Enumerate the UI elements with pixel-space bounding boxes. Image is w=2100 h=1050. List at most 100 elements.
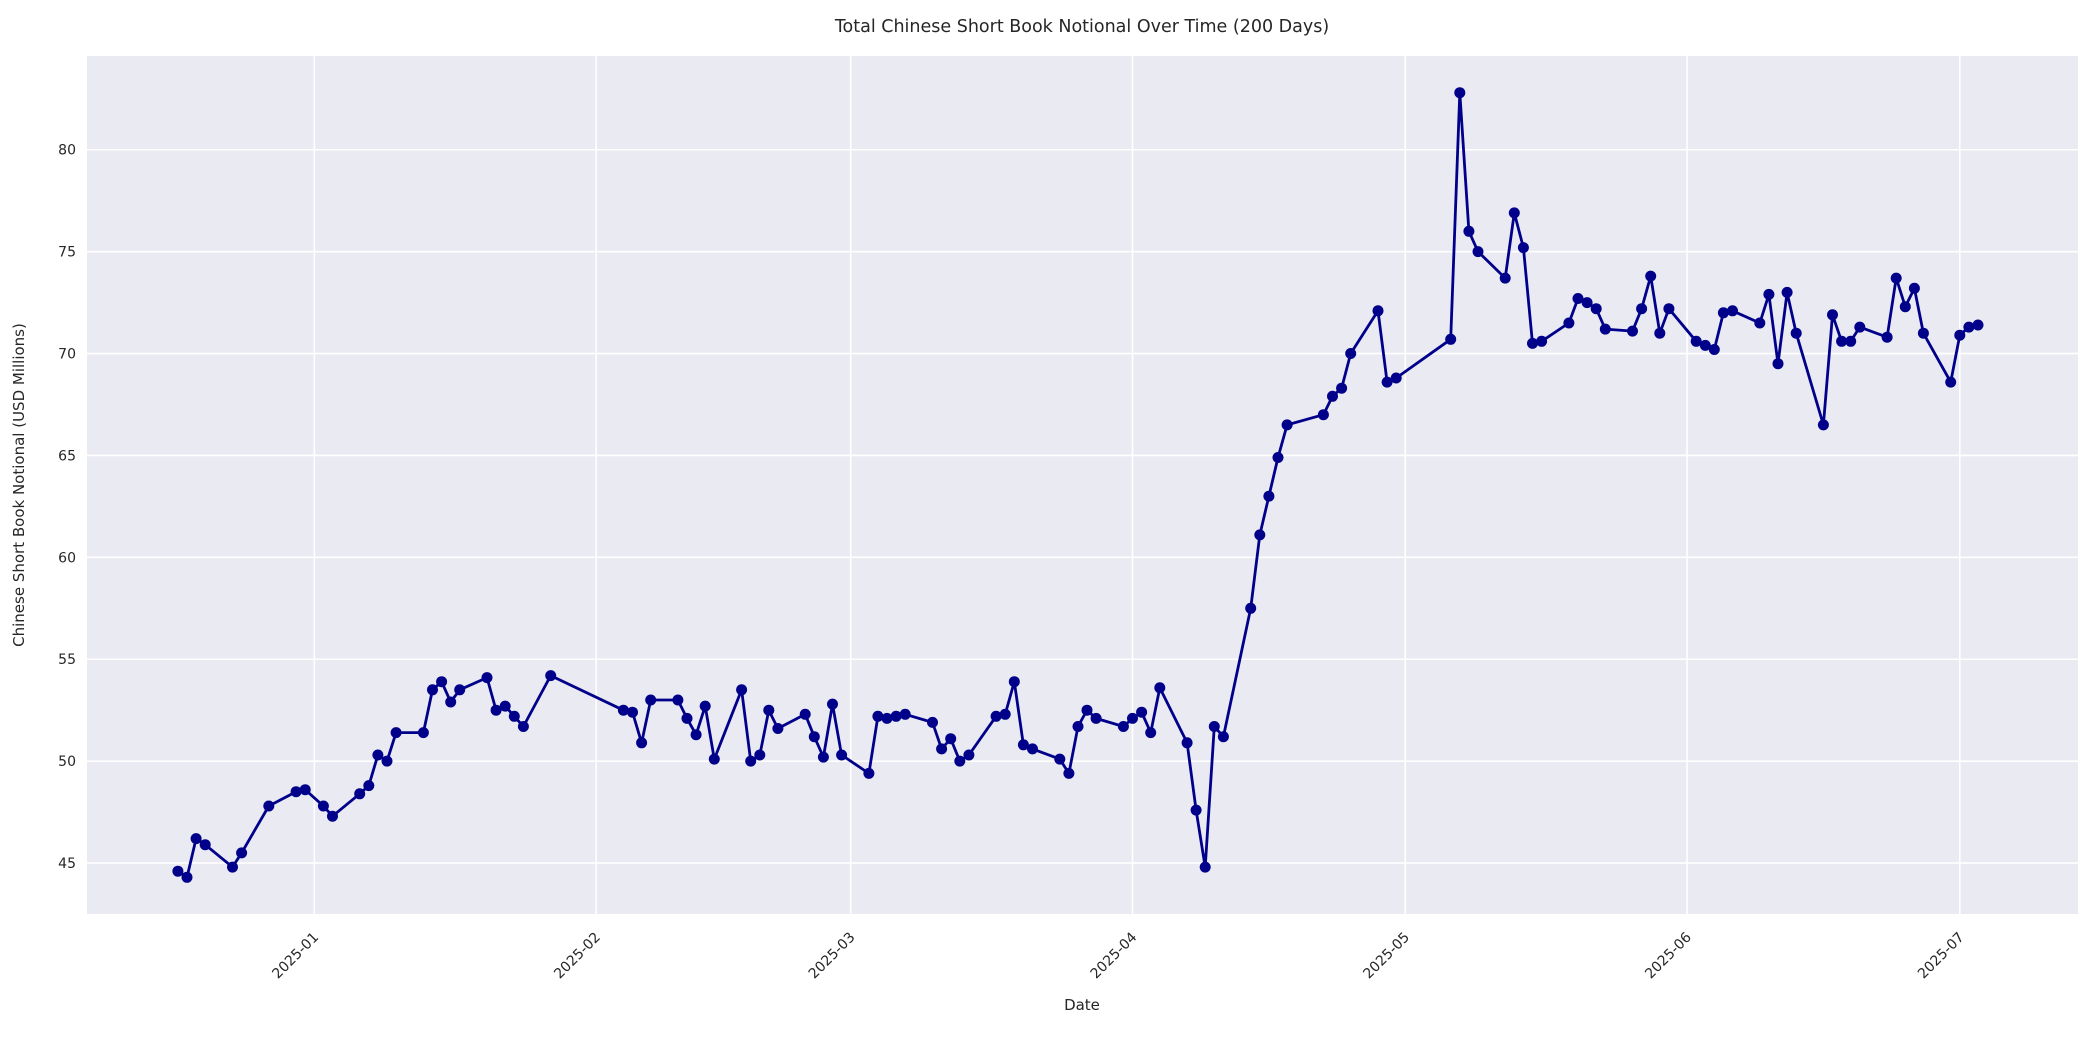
data-point <box>1517 242 1529 254</box>
x-tick-label: 2025-05 <box>1360 930 1413 983</box>
y-axis-label: Chinese Short Book Notional (USD Million… <box>10 323 28 647</box>
data-point <box>827 698 838 710</box>
data-point <box>1327 390 1338 402</box>
data-point <box>381 755 393 767</box>
data-point <box>1054 753 1066 765</box>
data-point <box>427 684 438 696</box>
data-point <box>899 708 911 720</box>
data-point <box>372 749 384 761</box>
data-point <box>1899 301 1911 313</box>
data-point <box>1636 303 1648 315</box>
data-point <box>736 684 748 696</box>
data-point <box>799 708 811 720</box>
x-axis-label: Date <box>1064 996 1100 1014</box>
data-point <box>1445 333 1457 345</box>
data-point <box>1508 207 1520 219</box>
data-point <box>1181 737 1193 749</box>
data-point <box>817 751 829 763</box>
data-point <box>1917 327 1929 339</box>
y-tick-label: 70 <box>58 347 76 363</box>
data-point <box>1008 676 1020 688</box>
data-point <box>1772 358 1784 370</box>
data-point <box>872 710 884 722</box>
data-point <box>690 729 702 741</box>
data-point <box>1881 331 1893 343</box>
data-point <box>954 755 966 767</box>
data-point <box>1627 325 1638 337</box>
data-point <box>1463 225 1475 237</box>
data-point <box>645 694 657 706</box>
data-point <box>681 712 693 724</box>
data-point <box>745 755 757 767</box>
data-point <box>1217 731 1229 743</box>
data-point <box>190 833 202 845</box>
data-point <box>1090 712 1102 724</box>
data-point <box>763 704 775 716</box>
data-point <box>545 670 557 682</box>
data-point <box>1272 452 1284 463</box>
data-point <box>290 786 302 798</box>
data-point <box>1663 303 1675 315</box>
y-tick-label: 45 <box>58 856 76 872</box>
data-point <box>499 700 511 712</box>
data-point <box>1199 861 1211 873</box>
data-point <box>1945 376 1957 388</box>
data-point <box>1845 335 1857 347</box>
data-point <box>363 780 375 792</box>
data-point <box>1645 270 1657 282</box>
data-point <box>1690 335 1702 347</box>
data-point <box>481 672 493 684</box>
x-tick-label: 2025-02 <box>551 930 604 983</box>
data-point <box>1836 335 1848 347</box>
data-point <box>236 847 248 859</box>
data-point <box>1754 317 1766 329</box>
data-point <box>1336 382 1348 394</box>
data-point <box>927 716 938 728</box>
data-point <box>1454 87 1466 99</box>
data-point <box>1854 321 1866 333</box>
data-point <box>1281 419 1293 431</box>
data-point <box>508 710 520 722</box>
data-point <box>1081 704 1093 716</box>
data-point <box>836 749 848 761</box>
y-tick-label: 60 <box>58 550 76 566</box>
data-point <box>1317 409 1329 421</box>
data-point <box>890 710 902 722</box>
data-point <box>172 865 184 877</box>
data-point <box>1345 348 1357 359</box>
data-point <box>1245 602 1257 614</box>
data-point <box>636 737 648 749</box>
data-point <box>1817 419 1829 431</box>
data-point <box>945 733 957 745</box>
data-point <box>1717 307 1729 319</box>
data-point <box>936 743 948 755</box>
data-point <box>1563 317 1575 329</box>
data-point <box>1208 721 1220 732</box>
data-point <box>445 696 457 708</box>
data-point <box>754 749 766 761</box>
data-point <box>1127 712 1138 724</box>
data-point <box>454 684 466 696</box>
x-tick-label: 2025-07 <box>1915 930 1968 983</box>
data-point <box>1599 323 1611 335</box>
chart-title: Total Chinese Short Book Notional Over T… <box>834 17 1329 37</box>
x-tick-label: 2025-04 <box>1088 929 1141 982</box>
data-point <box>990 710 1002 722</box>
data-point <box>1254 529 1266 541</box>
data-point <box>181 871 193 883</box>
x-tick-label: 2025-03 <box>806 930 859 983</box>
data-point <box>517 721 529 732</box>
data-point <box>1908 282 1920 294</box>
y-tick-label: 80 <box>58 143 76 159</box>
data-point <box>1790 327 1802 339</box>
data-point <box>1954 329 1966 341</box>
data-point <box>199 839 211 851</box>
data-point <box>1263 490 1275 502</box>
y-tick-label: 50 <box>58 754 76 770</box>
data-point <box>1381 376 1393 388</box>
data-point <box>863 767 875 779</box>
data-point <box>1027 743 1038 755</box>
data-point <box>1572 293 1584 304</box>
data-point <box>263 800 275 812</box>
